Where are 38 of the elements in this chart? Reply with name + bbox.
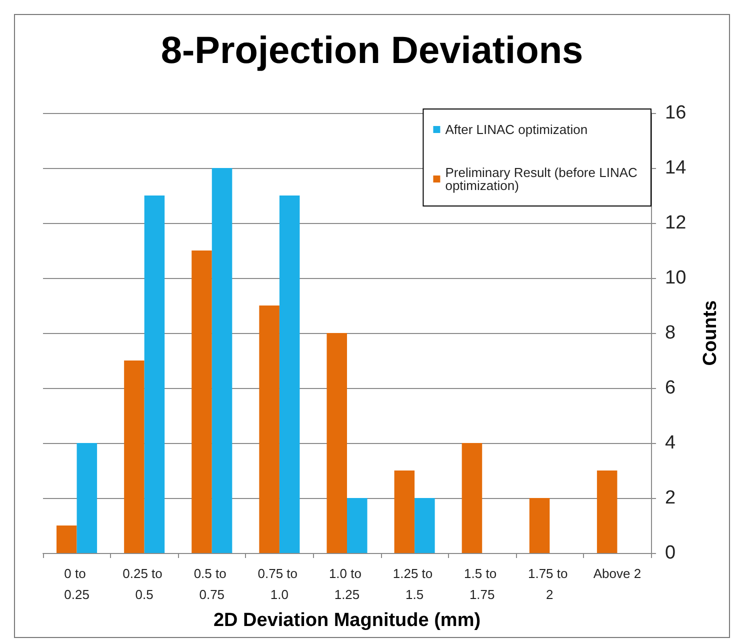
- bar: [529, 498, 550, 553]
- bar: [76, 443, 98, 553]
- y-tick-label: 6: [665, 378, 676, 398]
- y-tick-label: 16: [665, 102, 686, 124]
- bar: [414, 498, 435, 553]
- x-tick-label: 1.0 to 1.25: [328, 566, 366, 602]
- bar: [596, 470, 618, 553]
- y-tick-label: 4: [665, 432, 676, 454]
- x-tick-label: 1.5 to 1.75: [464, 566, 500, 602]
- bar: [56, 526, 77, 553]
- x-tick-label: 1.25 to 1.5: [392, 566, 436, 602]
- bar: [212, 168, 232, 553]
- y-tick-label: 10: [665, 268, 686, 288]
- bar: [462, 443, 482, 553]
- bar: [347, 498, 368, 553]
- x-tick-label: 0 to 0.25: [64, 566, 90, 602]
- legend-label: Preliminary Result (before LINAC optimization): [445, 165, 642, 193]
- bar: [259, 306, 280, 553]
- y-tick-label: 0: [665, 542, 676, 564]
- bar: [394, 470, 415, 553]
- x-tick-label: 0.5 to 0.75: [194, 566, 230, 602]
- y-tick-label: 8: [665, 322, 676, 344]
- bar: [192, 250, 212, 553]
- bar: [279, 196, 300, 553]
- x-tick-label: Above 2: [593, 566, 642, 581]
- y-tick-label: 14: [665, 158, 687, 178]
- x-tick-label: 1.75 to 2: [528, 566, 572, 602]
- y-tick-label: 2: [665, 488, 676, 508]
- bar: [326, 333, 347, 553]
- bar: [144, 196, 165, 553]
- x-axis-title: 2D Deviation Magnitude (mm): [213, 610, 481, 631]
- x-tick-label: 0.25 to 0.5: [122, 566, 166, 602]
- y-axis-title: Counts: [700, 300, 721, 366]
- y-tick-label: 12: [665, 212, 686, 234]
- chart-title: 8-Projection Deviations: [160, 30, 584, 72]
- x-tick-label: 0.75 to 1.0: [258, 566, 302, 602]
- legend-label: After LINAC optimization: [445, 122, 588, 137]
- bar: [124, 360, 144, 553]
